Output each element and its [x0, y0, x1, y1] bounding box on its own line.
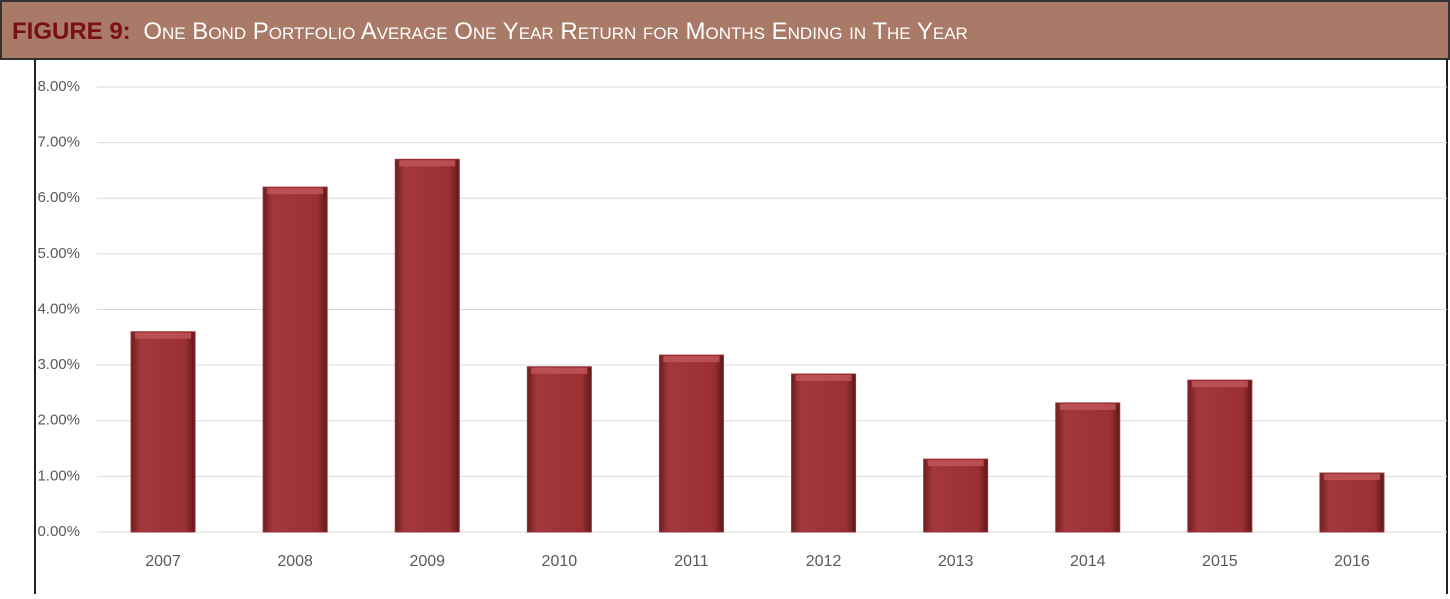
x-tick-label: 2009 [409, 553, 445, 570]
x-tick-label: 2011 [674, 553, 709, 570]
bar-bevel [531, 367, 588, 374]
x-tick-label: 2016 [1334, 553, 1370, 570]
y-tick-label: 1.00% [37, 467, 80, 484]
bar [1055, 402, 1121, 533]
x-tick-label: 2007 [145, 553, 181, 570]
x-tick-label: 2014 [1070, 553, 1106, 570]
bar-bevel [267, 188, 324, 195]
bar-bevel [927, 460, 984, 467]
y-tick-label: 7.00% [37, 134, 80, 151]
y-tick-label: 0.00% [37, 523, 80, 540]
bar [1187, 379, 1253, 533]
y-tick-label: 2.00% [37, 412, 80, 429]
y-tick-label: 3.00% [37, 356, 80, 373]
bar [658, 354, 724, 533]
x-tick-label: 2008 [277, 553, 313, 570]
bar [923, 458, 989, 533]
title-text: One Bond Portfolio Average One Year Retu… [143, 18, 967, 45]
bar [262, 186, 328, 533]
x-tick-label: 2012 [806, 553, 842, 570]
bar-bevel [399, 160, 456, 167]
header-bar [0, 0, 1450, 60]
y-tick-label: 4.00% [37, 300, 80, 317]
bar [1319, 472, 1385, 533]
y-tick-label: 5.00% [37, 245, 80, 262]
bar-bevel [795, 375, 852, 382]
y-tick-label: 6.00% [37, 189, 80, 206]
bar-bevel [1323, 474, 1380, 481]
bar [394, 158, 460, 533]
bar [130, 331, 196, 533]
title-prefix: FIGURE 9: [12, 18, 131, 45]
bar-bevel [135, 332, 192, 339]
y-tick-label: 8.00% [37, 78, 80, 95]
bar-bevel [1059, 403, 1116, 410]
bar-bevel [663, 356, 720, 363]
x-tick-label: 2015 [1202, 553, 1238, 570]
bar [791, 373, 857, 533]
chart-title: FIGURE 9: One Bond Portfolio Average One… [12, 18, 968, 45]
x-tick-label: 2010 [542, 553, 578, 570]
bar-bevel [1191, 381, 1248, 388]
bar [526, 366, 592, 533]
x-tick-label: 2013 [938, 553, 974, 570]
plot-area: 0.00% 1.00% 2.00% 3.00% 4.00% 5.00% 6.00% 7.00%… [37, 78, 1447, 570]
